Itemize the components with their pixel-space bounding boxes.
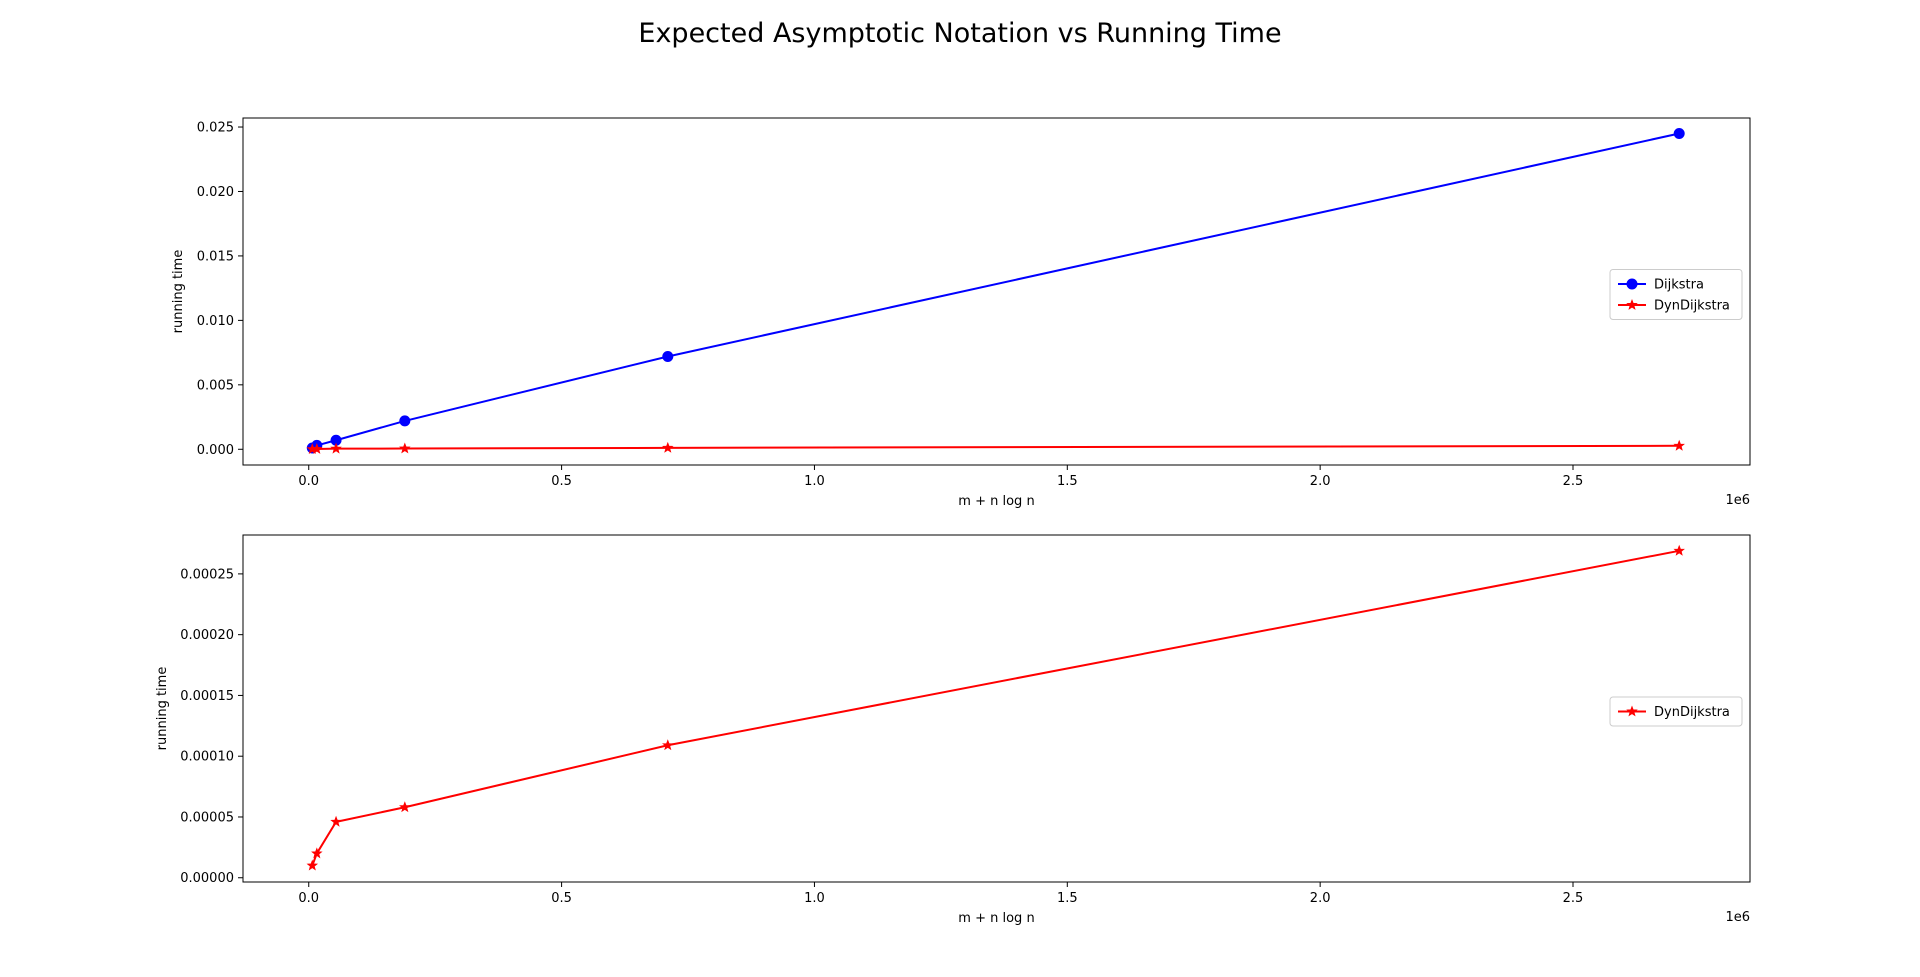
y-tick-label: 0.00025 — [180, 567, 234, 582]
data-point-dijkstra — [399, 415, 411, 427]
y-tick-label: 0.00020 — [180, 628, 234, 643]
data-point-dyndijkstra — [311, 442, 323, 454]
x-tick-label: 0.0 — [298, 474, 319, 489]
y-axis-label: running time — [171, 250, 186, 334]
x-tick-label: 0.5 — [551, 474, 572, 489]
data-point-dyndijkstra — [399, 801, 411, 813]
legend-box — [1609, 696, 1743, 727]
legend: DynDijkstra — [1609, 696, 1743, 727]
legend: Dijkstra DynDijkstra — [1609, 269, 1743, 320]
plot-frame — [242, 534, 1751, 883]
x-tick-label: 1.5 — [1057, 891, 1078, 906]
legend-label-dyndijkstra: DynDijkstra — [1654, 705, 1730, 720]
series-line-dyndijkstra — [312, 444, 1680, 451]
legend-marker-dyndijkstra — [1626, 298, 1638, 310]
x-tick-label: 1.0 — [804, 474, 825, 489]
y-tick-label: 0.00005 — [180, 810, 234, 825]
data-point-dijkstra — [662, 350, 674, 362]
x-offset-text: 1e6 — [1725, 910, 1750, 925]
data-point-dyndijkstra — [1673, 439, 1685, 451]
legend-label-dyndijkstra: DynDijkstra — [1654, 299, 1730, 314]
x-tick-label: 0.5 — [551, 891, 572, 906]
legend-marker-dyndijkstra — [1626, 705, 1638, 717]
x-tick-label: 2.5 — [1563, 474, 1584, 489]
data-point-dyndijkstra — [306, 859, 319, 871]
data-point-dyndijkstra — [662, 739, 674, 751]
legend-label-dijkstra: Dijkstra — [1654, 278, 1704, 293]
figure-title: Expected Asymptotic Notation vs Running … — [638, 18, 1281, 49]
y-tick-label: 0.020 — [197, 185, 234, 200]
data-point-dyndijkstra — [330, 815, 342, 827]
data-point-dyndijkstra — [399, 442, 411, 454]
legend-marker-dijkstra — [1626, 278, 1638, 290]
y-tick-label: 0.000 — [197, 443, 234, 458]
data-point-dijkstra — [1673, 127, 1685, 139]
y-tick-label: 0.025 — [197, 121, 234, 136]
series-dyndijkstra — [306, 439, 1685, 455]
chart-1: 0.0 0.5 1.0 1.5 2.0 2.5 0.000 0.005 0.010 0.015 0.… — [171, 117, 1751, 509]
data-point-dyndijkstra — [311, 847, 323, 859]
x-offset-text: 1e6 — [1725, 493, 1750, 508]
y-tick-label: 0.00000 — [180, 871, 234, 886]
y-tick-label: 0.010 — [197, 314, 234, 329]
series-line-dijkstra — [311, 132, 1680, 449]
x-tick-label: 2.0 — [1310, 474, 1331, 489]
data-point-dyndijkstra — [1673, 544, 1685, 556]
data-point-dyndijkstra — [662, 441, 674, 453]
y-tick-label: 0.00015 — [180, 689, 234, 704]
x-tick-label: 0.0 — [298, 891, 319, 906]
y-axis-label: running time — [155, 667, 170, 751]
plot-frame — [242, 117, 1751, 466]
chart-2: 0.0 0.5 1.0 1.5 2.0 2.5 0.00000 0.00005 0.00010 0… — [155, 534, 1751, 926]
y-tick-label: 0.015 — [197, 249, 234, 264]
legend-box — [1609, 269, 1743, 320]
data-point-dyndijkstra — [330, 442, 342, 454]
x-tick-label: 1.5 — [1057, 474, 1078, 489]
x-tick-label: 2.0 — [1310, 891, 1331, 906]
x-axis-label: m + n log n — [958, 494, 1034, 509]
x-axis-label: m + n log n — [958, 911, 1034, 926]
x-tick-label: 2.5 — [1563, 891, 1584, 906]
series-dyndijkstra — [306, 544, 1685, 871]
y-tick-label: 0.005 — [197, 378, 234, 393]
series-line-dyndijkstra — [311, 549, 1680, 866]
plots-group: 0.0 0.5 1.0 1.5 2.0 2.5 0.000 0.005 0.010 0.015 0.… — [155, 117, 1751, 926]
y-tick-label: 0.00010 — [180, 750, 234, 765]
x-tick-label: 1.0 — [804, 891, 825, 906]
series-dijkstra — [306, 127, 1685, 454]
